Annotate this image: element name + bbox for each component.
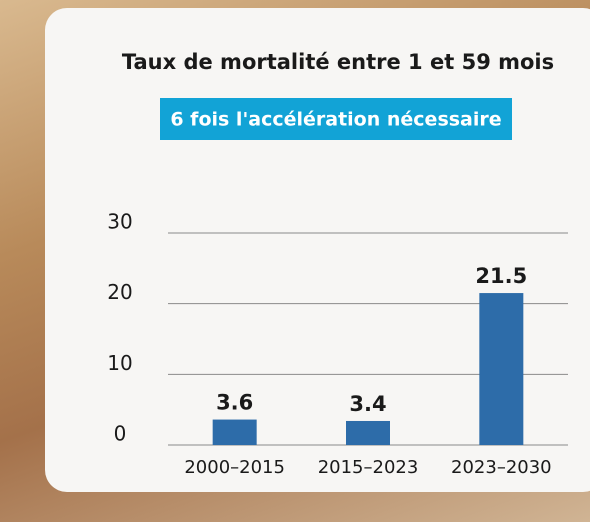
chart-subtitle: 6 fois l'accélération nécessaire bbox=[170, 109, 501, 131]
x-tick-label: 2023–2030 bbox=[451, 457, 552, 478]
chart: Taux de mortalité entre 1 et 59 mois 6 f… bbox=[0, 0, 590, 522]
chart-title: Taux de mortalité entre 1 et 59 mois bbox=[122, 50, 554, 74]
x-tick-label: 2000–2015 bbox=[184, 457, 285, 478]
bar bbox=[213, 420, 257, 445]
y-tick-label: 10 bbox=[107, 351, 132, 375]
page: Taux de mortalité entre 1 et 59 mois 6 f… bbox=[0, 0, 590, 522]
value-label: 3.6 bbox=[216, 391, 253, 415]
bar bbox=[346, 421, 390, 445]
value-label: 21.5 bbox=[475, 264, 527, 288]
value-label: 3.4 bbox=[349, 392, 386, 416]
bar bbox=[479, 293, 523, 445]
y-tick-label: 30 bbox=[107, 210, 132, 234]
x-tick-label: 2015–2023 bbox=[318, 457, 419, 478]
y-tick-label: 20 bbox=[107, 280, 132, 304]
y-tick-label: 0 bbox=[114, 422, 127, 446]
